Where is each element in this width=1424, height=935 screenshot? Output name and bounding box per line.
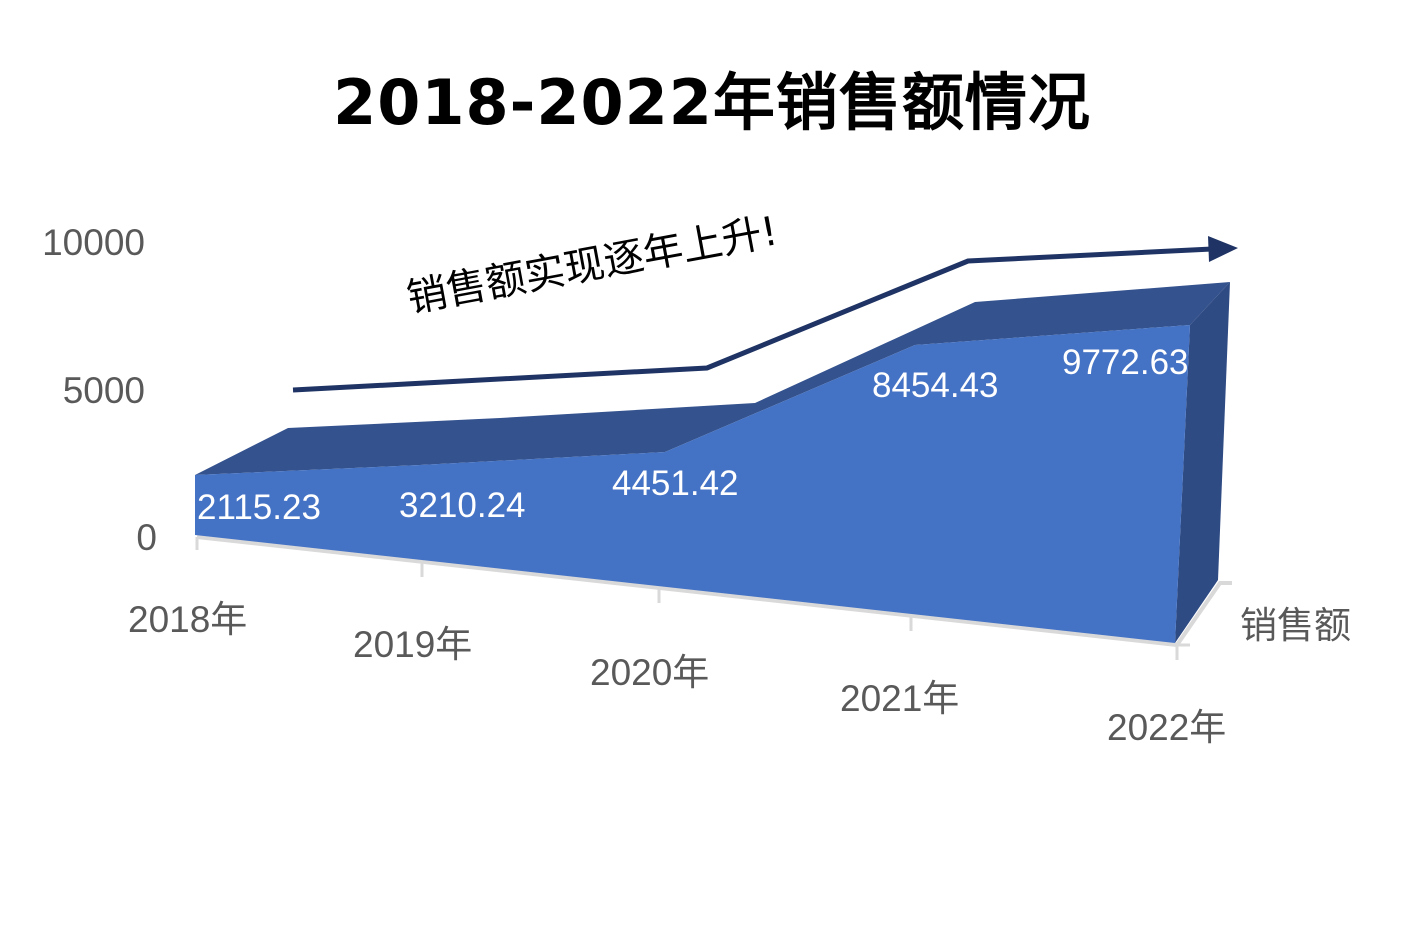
y-tick-label: 5000	[62, 370, 145, 411]
area-front-face	[195, 325, 1190, 643]
data-label: 3210.24	[399, 486, 526, 525]
data-label: 2115.23	[197, 488, 321, 527]
trend-arrow-line	[292, 246, 1213, 393]
x-axis-line	[196, 535, 1178, 647]
x-tick-label: 2019年	[353, 624, 473, 665]
trend-arrow-head	[1208, 236, 1238, 262]
y-tick-label: 10000	[42, 222, 145, 263]
chart-title: 2018-2022年销售额情况	[333, 66, 1091, 139]
y-tick-label: 0	[136, 517, 157, 558]
x-tick-label: 2022年	[1107, 707, 1227, 748]
data-label: 4451.42	[612, 464, 739, 503]
x-tick-label: 2020年	[590, 652, 710, 693]
data-label: 9772.63	[1062, 343, 1189, 382]
x-tick-label: 2018年	[128, 599, 248, 640]
depth-axis-line	[1175, 581, 1232, 647]
data-label: 8454.43	[872, 366, 999, 405]
x-tick-label: 2021年	[840, 678, 960, 719]
area-top-face	[195, 282, 1230, 475]
area-side-face	[1175, 282, 1230, 643]
series-name-label: 销售额	[1240, 605, 1351, 646]
